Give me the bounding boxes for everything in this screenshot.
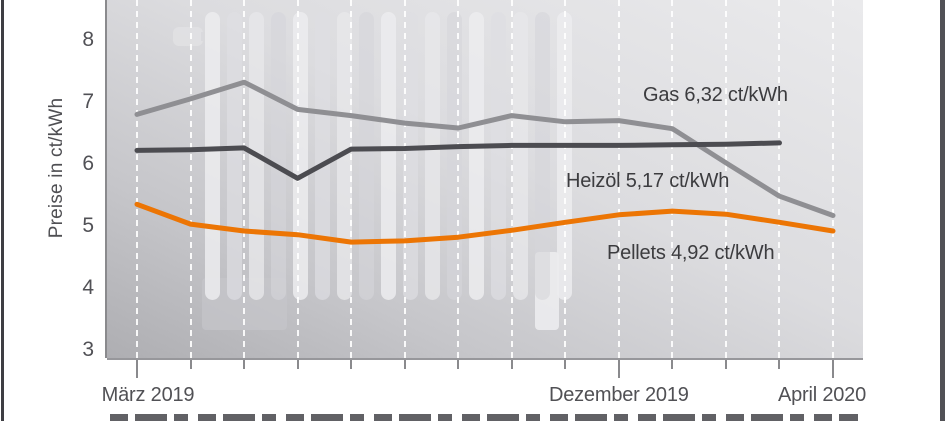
y-axis-label-7: 7 — [82, 90, 94, 113]
radiator-fin — [337, 12, 352, 300]
gridline-Februar 2020 — [724, 0, 727, 358]
y-axis-label-8: 8 — [82, 28, 94, 51]
gridline-September 2019 — [457, 0, 460, 358]
y-axis-label-3: 3 — [82, 338, 94, 361]
pellets-series-label: Pellets 4,92 ct/kWh — [607, 242, 775, 264]
heizoel-series-label: Heizöl 5,17 ct/kWh — [566, 170, 730, 192]
x-tick-Februar 2020 — [724, 360, 727, 369]
radiator-fin — [271, 12, 286, 300]
x-axis-label-märz-2019: März 2019 — [101, 384, 195, 406]
x-tick-Mai 2019 — [243, 360, 246, 369]
gridline-Oktober 2019 — [510, 0, 513, 358]
right-border-bar — [940, 0, 945, 421]
gridline-Januar 2020 — [671, 0, 674, 358]
x-tick-August 2019 — [403, 360, 406, 369]
radiator-fin — [315, 12, 330, 300]
radiator-valve-icon — [173, 27, 203, 46]
gridline-Dezember 2019 — [617, 0, 620, 358]
x-tick-April 2019 — [189, 360, 192, 369]
radiator-fin — [425, 12, 440, 300]
x-axis-label-april-2020: April 2020 — [777, 384, 867, 406]
gridline-April 2020 — [831, 0, 834, 358]
radiator-fin — [469, 12, 484, 300]
x-tick-Juni 2019 — [296, 360, 299, 369]
y-axis-label-4: 4 — [82, 276, 94, 299]
gridline-Juli 2019 — [350, 0, 353, 358]
gridline-März 2020 — [778, 0, 781, 358]
radiator-fin — [403, 12, 418, 300]
gas-series-label: Gas 6,32 ct/kWh — [643, 84, 788, 106]
plot-area — [107, 0, 863, 360]
gas-line — [134, 140, 782, 181]
gridline-April 2019 — [189, 0, 192, 358]
radiator-fin — [359, 12, 374, 300]
radiator-fin — [491, 12, 506, 300]
x-tick-November 2019 — [564, 360, 567, 369]
x-axis-label-dezember-2019: Dezember 2019 — [548, 384, 689, 406]
x-tick-Januar 2020 — [671, 360, 674, 369]
x-tick-Juli 2019 — [350, 360, 353, 369]
x-tick-März 2020 — [778, 360, 781, 369]
x-tick-Oktober 2019 — [510, 360, 513, 369]
gridline-März 2019 — [136, 0, 138, 358]
pellets-line — [134, 201, 836, 245]
left-border-bar — [1, 0, 4, 421]
x-tick-September 2019 — [457, 360, 460, 369]
radiator-fin — [381, 12, 396, 300]
x-tick-Dezember 2019 — [617, 360, 620, 378]
heizoel-line — [134, 79, 836, 218]
series-lines — [134, 79, 836, 245]
gridline-November 2019 — [564, 0, 567, 358]
y-axis-label-5: 5 — [82, 214, 94, 237]
y-axis-line — [105, 0, 107, 358]
x-tick-April 2020 — [831, 360, 834, 378]
x-tick-März 2019 — [136, 360, 138, 378]
cropped-caption-strip — [110, 414, 858, 421]
gridline-Mai 2019 — [243, 0, 246, 358]
y-axis-label-6: 6 — [82, 152, 94, 175]
gridline-August 2019 — [403, 0, 406, 358]
